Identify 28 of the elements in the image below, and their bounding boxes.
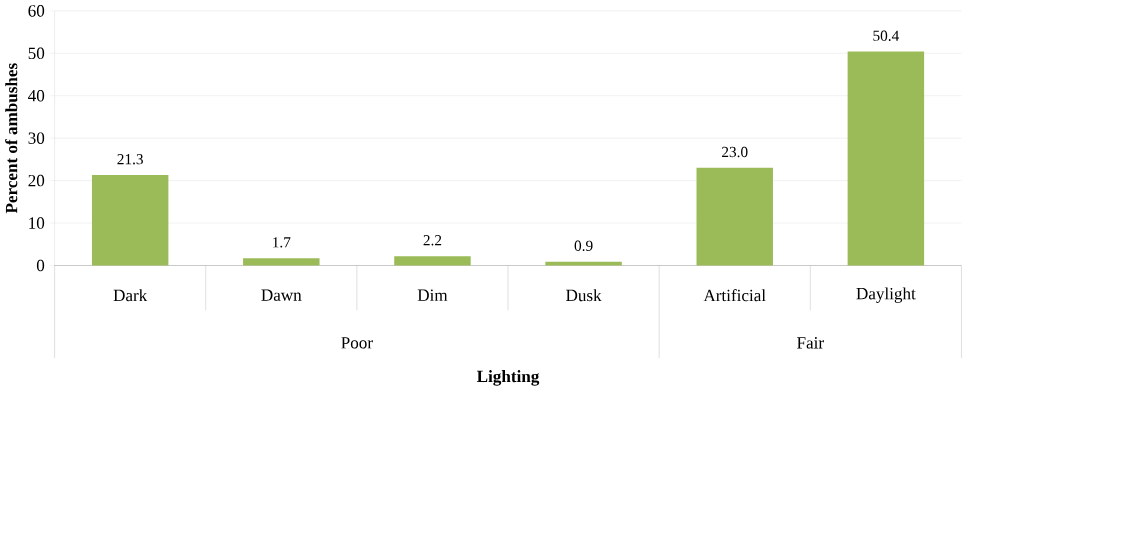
bar	[696, 167, 773, 266]
text: Fair	[797, 337, 824, 349]
y-tick-label: 60	[28, 5, 45, 17]
text: Poor	[341, 337, 373, 349]
bar	[91, 175, 169, 266]
y-tick-label: 20	[28, 174, 45, 187]
bar	[847, 51, 925, 266]
y-tick-label: 0	[36, 259, 45, 272]
data-label: 2.2	[423, 235, 442, 246]
data-label: 21.3	[117, 154, 143, 165]
x-tick-label: Dusk	[566, 289, 602, 302]
data-label: 50.4	[873, 30, 900, 41]
x-tick-label: Artificial	[703, 289, 766, 302]
x-tick-label: Dark	[113, 289, 148, 302]
x-axis-title: Lighting	[476, 370, 540, 386]
y-tick-label: 40	[28, 89, 45, 102]
data-label: 1.7	[273, 237, 291, 248]
y-axis-title: Percent of ambushes	[5, 63, 18, 214]
y-tick-label: 10	[29, 217, 45, 229]
data-label: 0.9	[574, 240, 593, 251]
bar	[394, 256, 471, 266]
y-tick-label: 30	[28, 132, 45, 144]
data-label: 23.0	[722, 146, 748, 158]
x-tick-label: Dawn	[261, 289, 302, 301]
x-tick-label: Dim	[417, 289, 448, 301]
bar	[243, 258, 320, 266]
y-tick-label: 50	[28, 47, 45, 60]
x-tick-label: Daylight	[856, 287, 916, 303]
